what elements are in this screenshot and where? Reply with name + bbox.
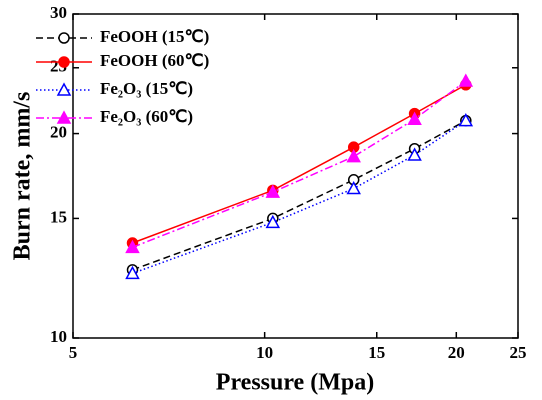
series-line (132, 119, 467, 271)
y-tick-label: 10 (50, 327, 67, 346)
marker (458, 73, 474, 87)
marker (125, 239, 140, 254)
y-tick-label: 30 (50, 3, 67, 22)
marker (265, 184, 281, 198)
x-tick-label: 15 (368, 343, 385, 362)
legend-marker (58, 32, 70, 44)
legend-marker (56, 82, 72, 96)
legend-text: FeOOH (15℃) (100, 27, 209, 46)
legend-text: Fe₂O₃ (15℃) (100, 79, 193, 98)
x-tick-label: 10 (256, 343, 273, 362)
marker (346, 149, 361, 163)
marker (458, 113, 474, 127)
plot-frame (72, 13, 519, 339)
series-line (132, 80, 467, 249)
x-axis-title: Pressure (Mpa) (216, 370, 374, 396)
legend-text: FeOOH (60℃) (100, 51, 209, 70)
x-tick-label: 25 (510, 343, 527, 362)
legend-text: Fe₂O₃ (60℃) (100, 107, 193, 126)
marker (346, 180, 361, 195)
y-axis-title: Burn rate, mm/s (10, 92, 36, 261)
marker (407, 111, 422, 125)
legend-marker (58, 56, 70, 68)
x-tick-label: 5 (69, 343, 78, 362)
marker (407, 147, 422, 161)
y-tick-label: 15 (50, 207, 67, 226)
legend-marker (56, 110, 72, 124)
marker (265, 214, 281, 229)
marker (125, 265, 140, 280)
y-tick-label: 20 (50, 122, 67, 141)
x-tick-label: 20 (448, 343, 465, 362)
